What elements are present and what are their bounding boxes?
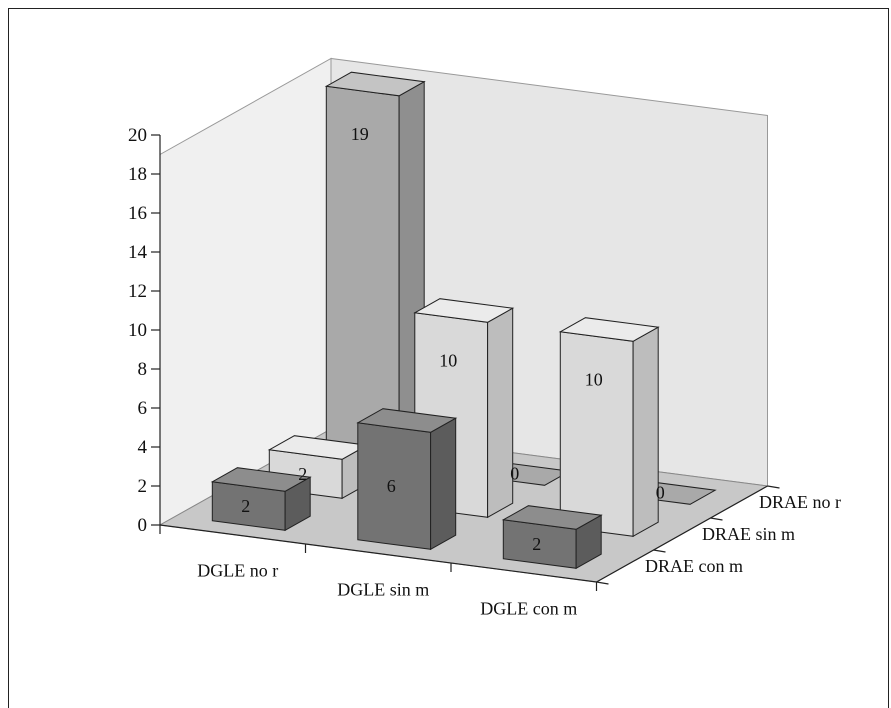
bar-top [356,408,458,433]
z-category-label: DRAE no r [759,492,841,512]
bar-value-label: 0 [656,483,665,503]
z-tick [653,549,666,553]
y-tick-label: 8 [138,359,148,380]
y-tick-label: 4 [138,437,148,458]
z-category-label: DRAE sin m [702,524,795,544]
bar-top [558,317,660,342]
z-axis-line [596,485,768,583]
y-tick-label: 20 [128,125,147,146]
chart-axes [151,134,780,591]
bar-value-label: 6 [387,476,396,496]
x-category-label: DGLE con m [480,599,577,619]
bar-value-label: 10 [585,369,603,389]
bar-side [487,307,514,519]
y-tick-label: 18 [128,164,147,185]
bar-front [559,331,634,537]
bar-top [324,71,426,97]
bar-value-label: 19 [351,124,369,144]
y-tick-label: 6 [138,398,148,419]
bar-top [501,505,603,530]
bar-top [413,298,515,323]
z-tick [710,517,723,521]
z-tick [767,485,780,489]
bar-value-label: 2 [298,464,307,484]
x-category-label: DGLE sin m [337,580,429,600]
z-tick [596,581,609,585]
y-tick-label: 12 [128,281,147,302]
y-tick-label: 14 [128,242,148,263]
bar-top [210,467,312,492]
figure-frame [8,8,889,708]
bar-value-label: 10 [439,350,457,370]
bar-side [632,326,659,538]
bar-value-label: 2 [241,496,250,516]
y-tick-label: 0 [138,515,148,536]
y-tick-label: 10 [128,320,147,341]
chart-bars [210,71,717,570]
bar-side [430,417,457,551]
z-category-label: DRAE con m [645,556,743,576]
y-tick-label: 16 [128,203,147,224]
x-category-label: DGLE no r [197,561,278,581]
bar-value-label: 0 [510,464,519,484]
y-tick-label: 2 [138,476,148,497]
bar-value-label: 2 [532,534,541,554]
x-axis-line [159,524,597,583]
